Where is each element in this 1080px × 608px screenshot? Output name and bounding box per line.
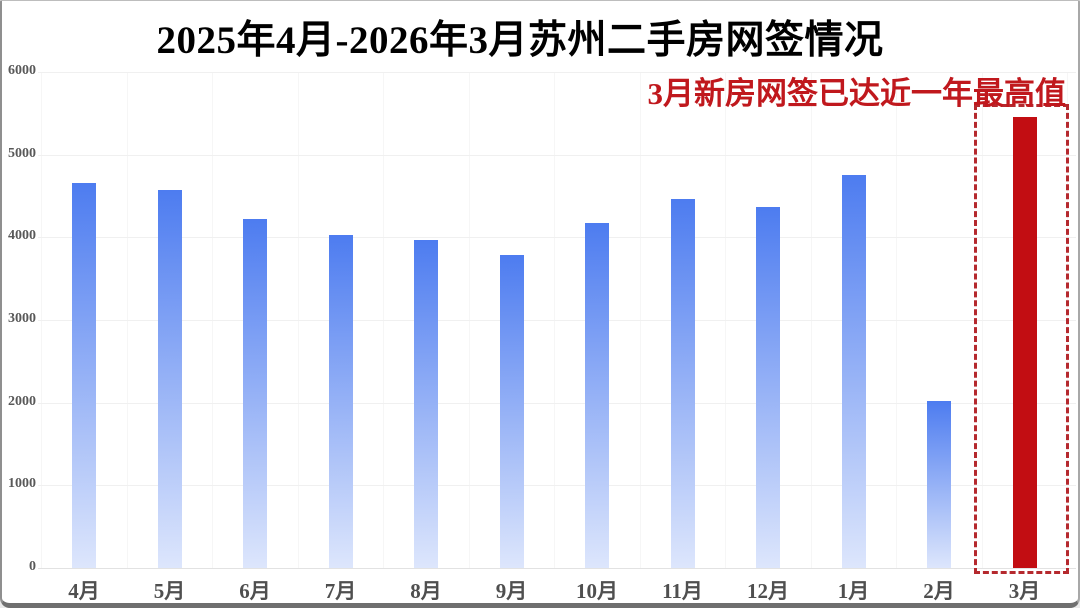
bar-5月 — [157, 190, 182, 568]
gridline-horizontal — [38, 154, 1076, 156]
gridline-horizontal — [38, 485, 1076, 487]
y-tick-label: 5000 — [8, 145, 36, 161]
x-tick-label: 12月 — [747, 579, 789, 603]
x-tick-label: 5月 — [153, 579, 186, 603]
bar-6月 — [243, 219, 267, 568]
bar-11月 — [670, 199, 695, 568]
x-tick-label: 8月 — [410, 579, 442, 603]
x-axis-line — [38, 568, 1076, 569]
gridline-horizontal — [38, 319, 1076, 321]
highlight-box — [973, 104, 1069, 574]
chart-title: 2025年4月-2026年3月苏州二手房网签情况 — [156, 19, 884, 62]
bar-10月 — [585, 223, 609, 568]
x-tick-label: 4月 — [68, 579, 100, 603]
bar-12月 — [756, 207, 780, 568]
x-tick-label: 1月 — [837, 579, 870, 603]
x-tick-label: 3月 — [1008, 579, 1041, 603]
x-tick-label: 10月 — [576, 579, 618, 603]
highlight-annotation: 3月新房网签已达近一年最高值 — [647, 76, 1067, 111]
bar-1月 — [841, 175, 866, 568]
y-tick-label: 6000 — [8, 62, 36, 78]
y-tick-label: 4000 — [8, 228, 36, 244]
bar-2月 — [927, 400, 951, 568]
y-tick-label: 0 — [29, 559, 36, 574]
x-tick-label: 7月 — [324, 579, 357, 603]
gridline-horizontal — [38, 71, 1076, 73]
x-tick-label: 6月 — [239, 579, 271, 603]
gridline-horizontal — [38, 237, 1076, 239]
x-tick-label: 2月 — [923, 579, 955, 603]
bar-9月 — [499, 254, 524, 568]
y-tick-label: 3000 — [8, 310, 36, 326]
bar-7月 — [328, 234, 353, 568]
x-tick-label: 9月 — [495, 579, 528, 603]
bar-3月 — [1012, 116, 1037, 568]
x-tick-label: 11月 — [662, 579, 703, 603]
y-tick-label: 1000 — [8, 476, 36, 492]
bar-8月 — [414, 239, 438, 568]
bar-4月 — [72, 183, 96, 568]
y-tick-label: 2000 — [8, 393, 36, 409]
gridline-horizontal — [38, 402, 1076, 404]
